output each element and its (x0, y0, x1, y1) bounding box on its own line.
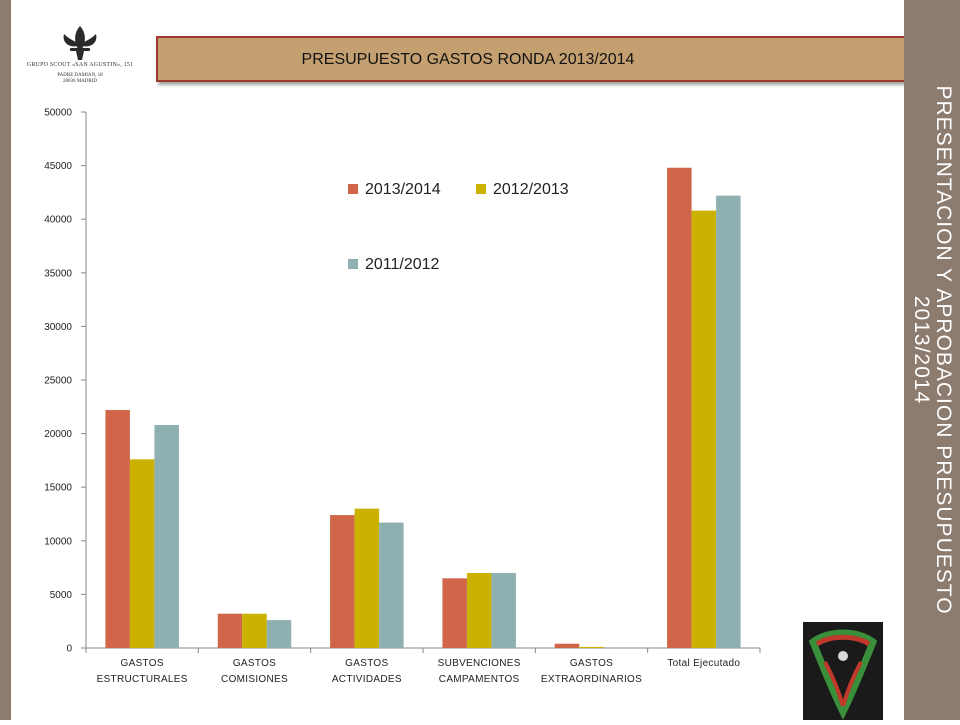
legend-label: 2012/2013 (493, 181, 569, 198)
legend-label: 2011/2012 (365, 256, 440, 273)
bar (242, 613, 267, 648)
x-category-label: Total Ejecutado (667, 658, 740, 669)
scout-group-logo: GRUPO SCOUT «SAN AGUSTIN», 151 PADRE DAM… (18, 22, 142, 92)
side-panel (904, 0, 960, 720)
bar (691, 210, 717, 648)
scout-scarf-image (803, 622, 883, 720)
bar (379, 522, 404, 648)
bar (491, 572, 516, 648)
y-tick-label: 45000 (44, 161, 72, 172)
x-category-label: ACTIVIDADES (332, 674, 402, 685)
expense-bar-chart: 0 5000 10000 15000 20000 25000 30000 35000 40000… (44, 108, 761, 685)
y-tick-label: 5000 (50, 590, 73, 601)
y-tick-label: 10000 (44, 536, 72, 547)
bar (667, 167, 692, 648)
bar (105, 410, 130, 648)
y-tick-label: 20000 (44, 429, 72, 440)
y-tick-label: 40000 (44, 215, 72, 226)
fleur-de-lis-icon (63, 26, 97, 60)
logo-address-line2: 28036 MADRID (62, 79, 98, 84)
x-category-label: SUBVENCIONES (438, 658, 521, 669)
x-category-label: COMISIONES (221, 674, 288, 685)
y-tick-label: 25000 (44, 376, 72, 387)
bar (266, 620, 292, 648)
legend-swatch (476, 184, 486, 194)
logo-address-line1: PADRE DAMIAN, 18 (57, 73, 103, 78)
bar (354, 508, 380, 648)
bar (217, 613, 243, 648)
x-category-label: GASTOS (121, 658, 164, 669)
side-title-line2: 2013/2014 (910, 295, 933, 405)
bar (442, 578, 467, 648)
legend-label: 2013/2014 (365, 181, 441, 198)
bar (716, 195, 741, 648)
y-tick-label: 0 (66, 644, 72, 655)
bar (579, 646, 604, 648)
x-category-label: CAMPAMENTOS (439, 674, 520, 685)
x-category-label: ESTRUCTURALES (97, 674, 188, 685)
side-title-line1: PRESENTACION Y APROBACION PRESUPUESTO (932, 85, 955, 615)
x-category-label: EXTRAORDINARIOS (541, 674, 642, 685)
y-tick-label: 30000 (44, 322, 72, 333)
legend-swatch (348, 184, 358, 194)
y-tick-label: 50000 (44, 108, 72, 119)
y-tick-label: 15000 (44, 483, 72, 494)
banner-title: PRESUPUESTO GASTOS RONDA 2013/2014 (301, 51, 635, 68)
x-category-label: GASTOS (233, 658, 276, 669)
bar (330, 515, 355, 648)
x-category-label: GASTOS (570, 658, 613, 669)
bar (466, 572, 492, 648)
left-stripe (0, 0, 11, 720)
bar (129, 459, 155, 648)
scout-scarf-icon (808, 629, 878, 720)
legend-swatch (348, 259, 358, 269)
y-tick-label: 35000 (44, 268, 72, 279)
bar (554, 643, 580, 648)
x-category-label: GASTOS (345, 658, 388, 669)
logo-group-name: GRUPO SCOUT «SAN AGUSTIN», 151 (26, 62, 134, 68)
bar (154, 425, 179, 648)
